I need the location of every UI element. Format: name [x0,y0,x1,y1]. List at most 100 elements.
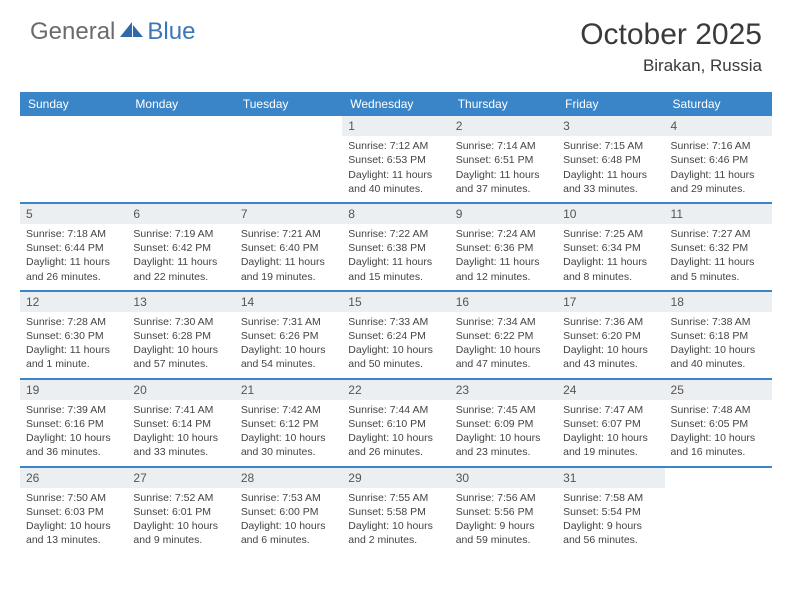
sunset-text: Sunset: 6:36 PM [456,241,551,255]
day-body: Sunrise: 7:12 AMSunset: 6:53 PMDaylight:… [342,136,449,202]
day-number: 13 [127,292,234,312]
day-cell: 30Sunrise: 7:56 AMSunset: 5:56 PMDayligh… [450,468,557,554]
day-cell: 9Sunrise: 7:24 AMSunset: 6:36 PMDaylight… [450,204,557,290]
day-number: 5 [20,204,127,224]
daylight-text: Daylight: 10 hours and 19 minutes. [563,431,658,459]
daylight-text: Daylight: 10 hours and 23 minutes. [456,431,551,459]
day-body: Sunrise: 7:31 AMSunset: 6:26 PMDaylight:… [235,312,342,378]
dayhead-thu: Thursday [450,92,557,116]
day-number [127,116,234,120]
day-body: Sunrise: 7:30 AMSunset: 6:28 PMDaylight:… [127,312,234,378]
daylight-text: Daylight: 10 hours and 13 minutes. [26,519,121,547]
sunset-text: Sunset: 5:54 PM [563,505,658,519]
sunset-text: Sunset: 6:26 PM [241,329,336,343]
daylight-text: Daylight: 9 hours and 56 minutes. [563,519,658,547]
daylight-text: Daylight: 10 hours and 6 minutes. [241,519,336,547]
daylight-text: Daylight: 10 hours and 54 minutes. [241,343,336,371]
day-body: Sunrise: 7:34 AMSunset: 6:22 PMDaylight:… [450,312,557,378]
day-cell: 25Sunrise: 7:48 AMSunset: 6:05 PMDayligh… [665,380,772,466]
weeks-container: 1Sunrise: 7:12 AMSunset: 6:53 PMDaylight… [20,116,772,553]
day-cell: 26Sunrise: 7:50 AMSunset: 6:03 PMDayligh… [20,468,127,554]
sunset-text: Sunset: 6:22 PM [456,329,551,343]
day-cell [20,116,127,202]
week-row: 5Sunrise: 7:18 AMSunset: 6:44 PMDaylight… [20,204,772,292]
day-number: 9 [450,204,557,224]
day-body: Sunrise: 7:39 AMSunset: 6:16 PMDaylight:… [20,400,127,466]
day-body: Sunrise: 7:25 AMSunset: 6:34 PMDaylight:… [557,224,664,290]
day-cell [127,116,234,202]
sunset-text: Sunset: 6:28 PM [133,329,228,343]
header: General Blue October 2025 Birakan, Russi… [0,0,792,84]
sunrise-text: Sunrise: 7:45 AM [456,403,551,417]
day-number: 2 [450,116,557,136]
day-body: Sunrise: 7:56 AMSunset: 5:56 PMDaylight:… [450,488,557,554]
sunrise-text: Sunrise: 7:15 AM [563,139,658,153]
daylight-text: Daylight: 10 hours and 30 minutes. [241,431,336,459]
daylight-text: Daylight: 11 hours and 5 minutes. [671,255,766,283]
day-number: 22 [342,380,449,400]
sunrise-text: Sunrise: 7:55 AM [348,491,443,505]
day-cell: 31 Sunrise: 7:58 AMSunset: 5:54 PMDayligh… [557,468,664,554]
day-number: 15 [342,292,449,312]
week-row: 12Sunrise: 7:28 AMSunset: 6:30 PMDayligh… [20,292,772,380]
sunrise-text: Sunrise: 7:56 AM [456,491,551,505]
day-cell: 16Sunrise: 7:34 AMSunset: 6:22 PMDayligh… [450,292,557,378]
sunrise-text: Sunrise: 7:42 AM [241,403,336,417]
daylight-text: Daylight: 11 hours and 12 minutes. [456,255,551,283]
sunrise-text: Sunrise: 7:58 AM [563,491,658,505]
day-number: 24 [557,380,664,400]
day-header-row: Sunday Monday Tuesday Wednesday Thursday… [20,92,772,116]
day-cell: 27Sunrise: 7:52 AMSunset: 6:01 PMDayligh… [127,468,234,554]
sunrise-text: Sunrise: 7:28 AM [26,315,121,329]
sunrise-text: Sunrise: 7:16 AM [671,139,766,153]
sunset-text: Sunset: 6:20 PM [563,329,658,343]
day-cell: 20Sunrise: 7:41 AMSunset: 6:14 PMDayligh… [127,380,234,466]
day-number: 25 [665,380,772,400]
day-body: Sunrise: 7:55 AMSunset: 5:58 PMDaylight:… [342,488,449,554]
daylight-text: Daylight: 9 hours and 59 minutes. [456,519,551,547]
sunset-text: Sunset: 6:51 PM [456,153,551,167]
sunset-text: Sunset: 5:56 PM [456,505,551,519]
daylight-text: Daylight: 10 hours and 57 minutes. [133,343,228,371]
day-number: 31 [557,468,664,488]
day-body: Sunrise: 7:18 AMSunset: 6:44 PMDaylight:… [20,224,127,290]
day-body: Sunrise: 7:50 AMSunset: 6:03 PMDaylight:… [20,488,127,554]
dayhead-sat: Saturday [665,92,772,116]
sunrise-text: Sunrise: 7:18 AM [26,227,121,241]
daylight-text: Daylight: 10 hours and 33 minutes. [133,431,228,459]
sunset-text: Sunset: 6:40 PM [241,241,336,255]
day-cell: 4Sunrise: 7:16 AMSunset: 6:46 PMDaylight… [665,116,772,202]
day-body: Sunrise: 7:16 AMSunset: 6:46 PMDaylight:… [665,136,772,202]
day-number [235,116,342,120]
day-body: Sunrise: 7:14 AMSunset: 6:51 PMDaylight:… [450,136,557,202]
sunrise-text: Sunrise: 7:38 AM [671,315,766,329]
daylight-text: Daylight: 11 hours and 37 minutes. [456,168,551,196]
sunset-text: Sunset: 6:53 PM [348,153,443,167]
week-row: 26Sunrise: 7:50 AMSunset: 6:03 PMDayligh… [20,468,772,554]
sunrise-text: Sunrise: 7:33 AM [348,315,443,329]
day-cell: 3Sunrise: 7:15 AMSunset: 6:48 PMDaylight… [557,116,664,202]
day-body: Sunrise: 7:48 AMSunset: 6:05 PMDaylight:… [665,400,772,466]
sunset-text: Sunset: 6:00 PM [241,505,336,519]
calendar: Sunday Monday Tuesday Wednesday Thursday… [20,92,772,553]
sunset-text: Sunset: 6:32 PM [671,241,766,255]
day-number: 19 [20,380,127,400]
day-number: 30 [450,468,557,488]
day-cell: 6Sunrise: 7:19 AMSunset: 6:42 PMDaylight… [127,204,234,290]
day-body: Sunrise: 7:24 AMSunset: 6:36 PMDaylight:… [450,224,557,290]
day-cell: 13Sunrise: 7:30 AMSunset: 6:28 PMDayligh… [127,292,234,378]
day-cell: 15Sunrise: 7:33 AMSunset: 6:24 PMDayligh… [342,292,449,378]
day-body: Sunrise: 7:47 AMSunset: 6:07 PMDaylight:… [557,400,664,466]
sunset-text: Sunset: 6:09 PM [456,417,551,431]
sunset-text: Sunset: 6:30 PM [26,329,121,343]
day-body: Sunrise: 7:44 AMSunset: 6:10 PMDaylight:… [342,400,449,466]
logo: General Blue [30,18,195,46]
day-cell [665,468,772,554]
daylight-text: Daylight: 11 hours and 26 minutes. [26,255,121,283]
daylight-text: Daylight: 10 hours and 47 minutes. [456,343,551,371]
daylight-text: Daylight: 10 hours and 16 minutes. [671,431,766,459]
day-body: Sunrise: 7:38 AMSunset: 6:18 PMDaylight:… [665,312,772,378]
sunset-text: Sunset: 6:34 PM [563,241,658,255]
logo-text-blue: Blue [147,18,195,46]
sunrise-text: Sunrise: 7:19 AM [133,227,228,241]
